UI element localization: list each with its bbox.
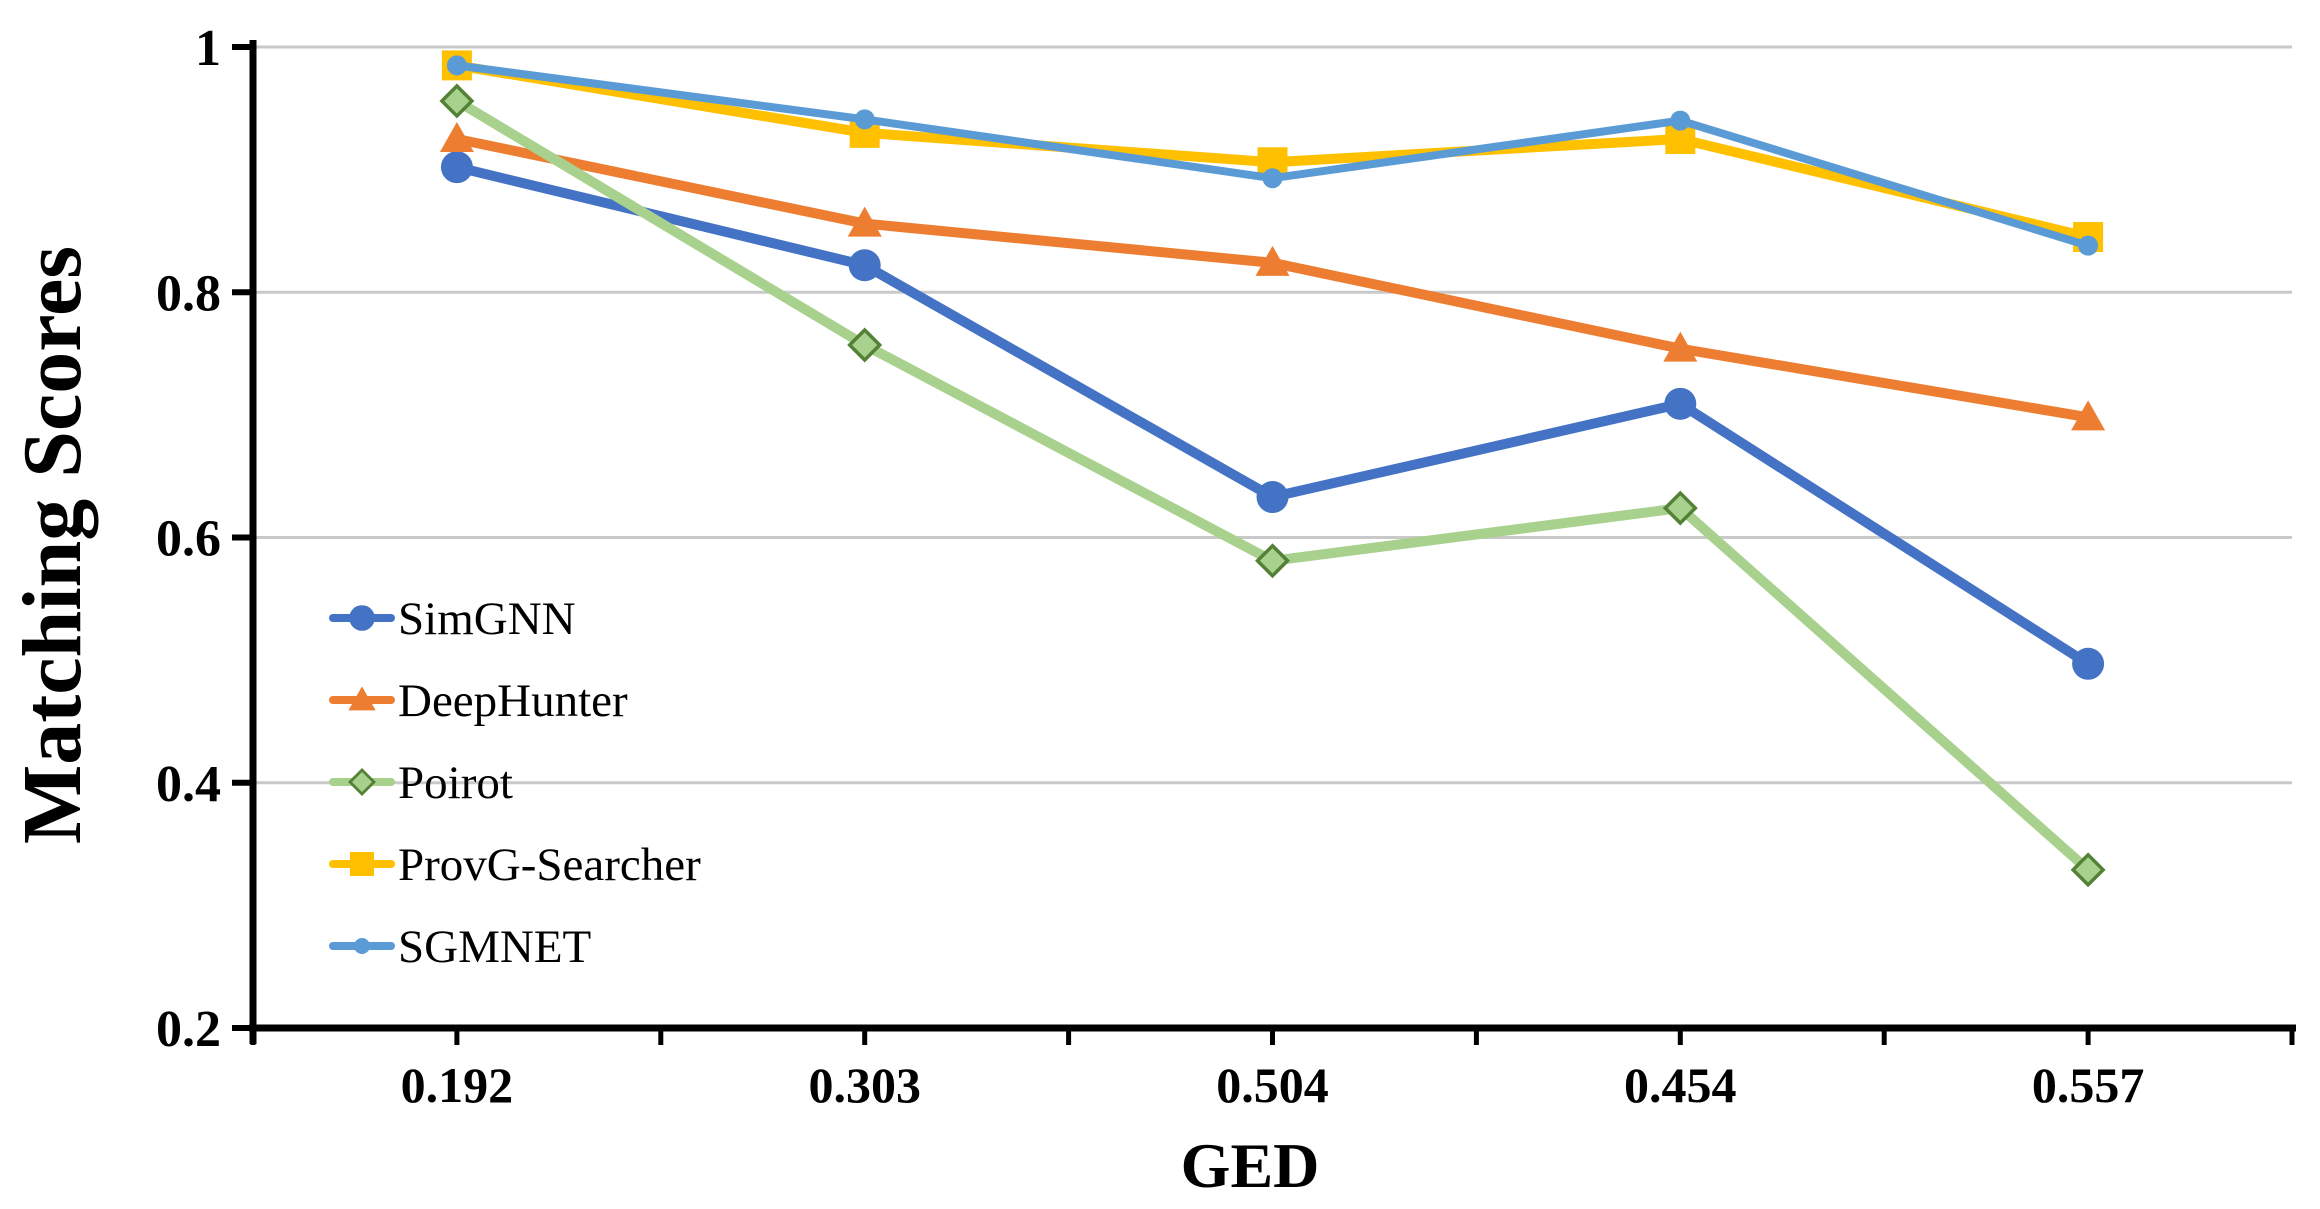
series-marker <box>439 121 474 152</box>
legend: SimGNN DeepHunter Poirot ProvG-Searcher SGMN… <box>329 593 701 973</box>
series-marker <box>350 852 374 876</box>
series-marker <box>848 249 881 282</box>
y-tick-label: 0.4 <box>156 756 221 813</box>
series-marker <box>349 605 375 631</box>
legend-label: Poirot <box>398 757 513 809</box>
legend-label: ProvG-Searcher <box>398 839 701 891</box>
series-Poirot <box>439 83 2106 888</box>
series-marker <box>1262 168 1283 189</box>
y-tick-label: 0.8 <box>156 265 221 322</box>
series-marker <box>1255 543 1290 579</box>
x-tick-label: 0.303 <box>808 1057 921 1113</box>
tick-labels: 1 0.8 0.6 0.4 0.2 0.192 0.303 0.504 0.454 0.557 <box>156 20 2144 1113</box>
series-SGMNET <box>446 55 2099 256</box>
series-marker <box>354 938 370 954</box>
series-marker <box>2078 235 2099 256</box>
series-marker <box>847 206 882 237</box>
series-marker <box>2070 852 2106 888</box>
series-marker <box>440 151 473 184</box>
legend-item: DeepHunter <box>329 675 628 727</box>
series-marker <box>2071 400 2106 431</box>
x-tick-label: 0.504 <box>1216 1057 1329 1113</box>
y-tick-label: 1 <box>195 20 221 77</box>
legend-item: SimGNN <box>329 593 576 645</box>
series-SimGNN <box>440 151 2105 680</box>
series-ProvG-Searcher <box>441 50 2104 253</box>
series-marker <box>1256 481 1289 514</box>
legend-label: DeepHunter <box>398 675 628 727</box>
legend-item: ProvG-Searcher <box>329 839 701 891</box>
series-marker <box>854 109 875 130</box>
x-tick-label: 0.557 <box>2032 1057 2145 1113</box>
series-marker <box>348 686 376 711</box>
series-layer <box>439 50 2106 888</box>
series-marker <box>1664 387 1697 420</box>
series-marker <box>348 768 376 796</box>
x-tick-label: 0.454 <box>1624 1057 1737 1113</box>
legend-item: Poirot <box>329 757 513 809</box>
x-tick-label: 0.192 <box>401 1057 514 1113</box>
y-tick-label: 0.6 <box>156 511 221 568</box>
series-marker <box>1255 245 1290 276</box>
series-marker <box>1662 490 1698 526</box>
series-marker <box>439 83 475 119</box>
legend-label: SGMNET <box>398 921 591 973</box>
series-marker <box>2072 647 2105 680</box>
series-DeepHunter <box>439 121 2106 431</box>
series-marker <box>1663 331 1698 362</box>
legend-label: SimGNN <box>398 593 576 645</box>
legend-item: SGMNET <box>329 921 591 973</box>
gridlines <box>253 45 2292 785</box>
y-tick-label: 0.2 <box>156 1001 221 1058</box>
x-axis-title: GED <box>1181 1130 1320 1201</box>
axes <box>232 40 2296 1045</box>
series-marker <box>1670 110 1691 131</box>
y-axis-title: Matching Scores <box>6 246 99 844</box>
series-marker <box>446 55 467 76</box>
series-marker <box>847 327 883 363</box>
